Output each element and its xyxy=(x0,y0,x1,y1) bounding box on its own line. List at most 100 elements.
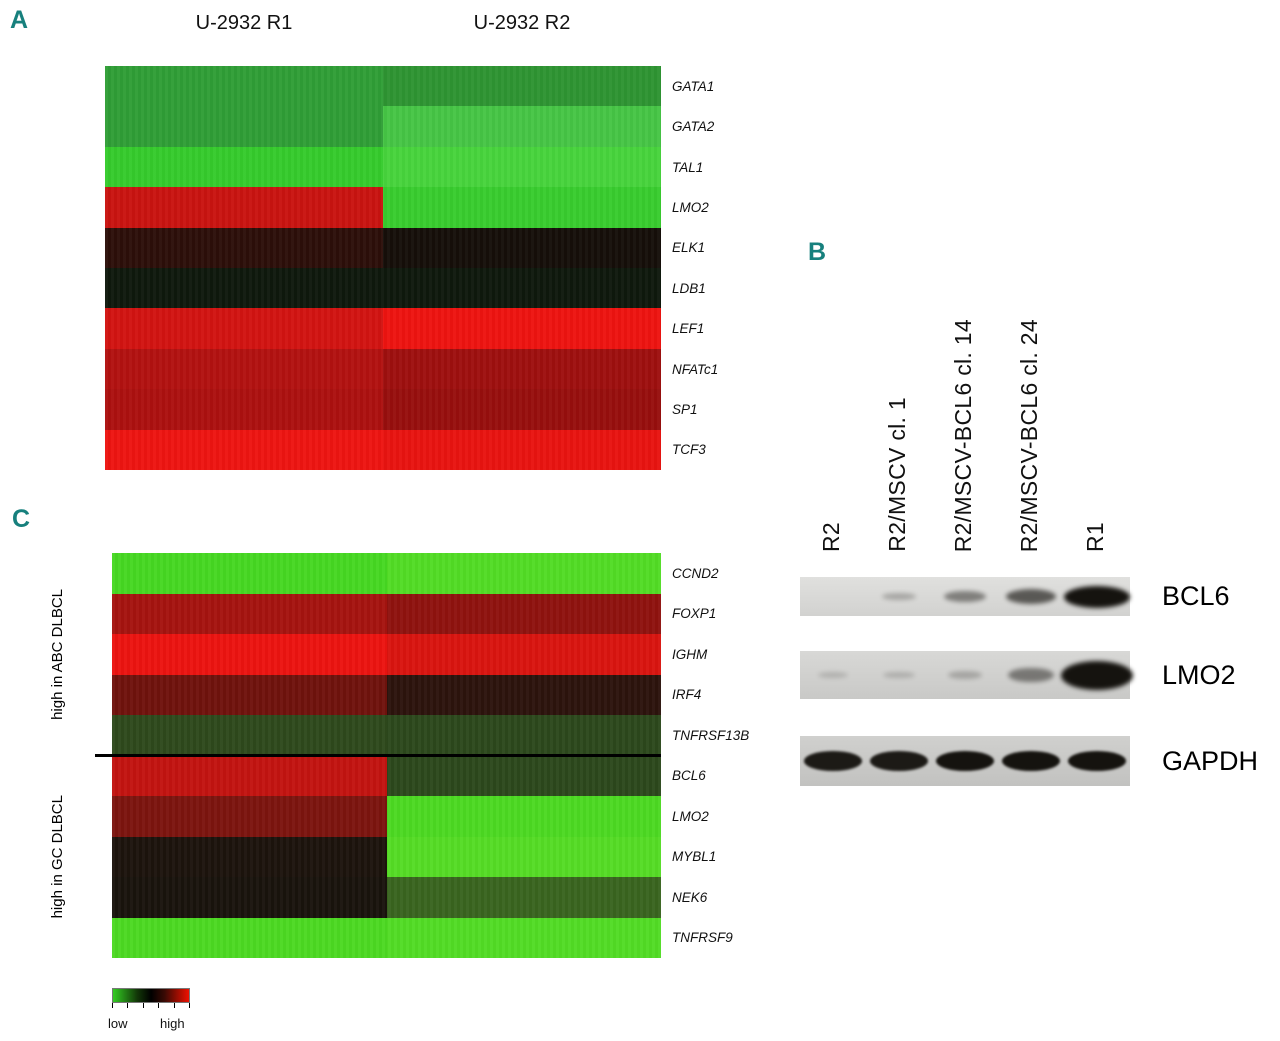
blot-band-GAPDH-lane4 xyxy=(1002,751,1060,771)
legend-tick xyxy=(142,1003,144,1008)
heatmap-row-CCND2 xyxy=(112,553,661,594)
heatmap-cell-GATA1-U-2932 R1 xyxy=(105,66,383,107)
lane-column-4: R2/MSCV-BCL6 cl. 24 xyxy=(996,225,1062,552)
lane-column-5: R1 xyxy=(1062,225,1128,552)
lane-column-3: R2/MSCV-BCL6 cl. 14 xyxy=(930,225,996,552)
heatmap-cell-BCL6-U-2932 R1 xyxy=(112,755,387,796)
gene-labels-panel-a: GATA1 GATA2 TAL1 LMO2 ELK1 LDB1 LEF1 NFATc1 SP1 T… xyxy=(672,66,802,470)
gene-label-IRF4: IRF4 xyxy=(672,687,702,703)
lane-label-1: R2 xyxy=(817,521,844,552)
heatmap-cell-SP1-U-2932 R1 xyxy=(105,389,383,430)
lane-label-2: R2/MSCV cl. 1 xyxy=(883,397,910,552)
group-label-gc-box: high in GC DLBCL xyxy=(44,756,70,958)
heatmap-row-GATA1 xyxy=(105,66,661,107)
heatmap-cell-TNFRSF9-U-2932 R2 xyxy=(386,917,661,958)
heatmap-cell-GATA2-U-2932 R2 xyxy=(383,106,661,147)
gene-label-LDB1: LDB1 xyxy=(672,280,706,296)
heatmap-row-LMO2 xyxy=(105,187,661,228)
gene-label-TCF3: TCF3 xyxy=(672,442,706,458)
gene-label-GATA1: GATA1 xyxy=(672,78,715,94)
protein-label-gapdh: GAPDH xyxy=(1162,745,1259,776)
heatmap-cell-IGHM-U-2932 R2 xyxy=(386,634,661,675)
heatmap-row-LEF1 xyxy=(105,308,661,349)
protein-label-lmo2: LMO2 xyxy=(1162,659,1236,690)
gene-labels-panel-c: CCND2 FOXP1 IGHM IRF4 TNFRSF13B BCL6 LMO2 MYBL1… xyxy=(672,553,802,958)
blot-band-GAPDH-lane5 xyxy=(1068,751,1126,771)
heatmap-cell-BCL6-U-2932 R2 xyxy=(386,755,661,796)
heatmap-row-MYBL1 xyxy=(112,836,661,877)
heatmap-cell-IRF4-U-2932 R1 xyxy=(112,674,387,715)
group-label-abc-box: high in ABC DLBCL xyxy=(44,553,70,756)
blot-band-LMO2-lane2 xyxy=(883,671,915,679)
heatmap-cell-TAL1-U-2932 R2 xyxy=(383,146,661,188)
heatmap-cell-MYBL1-U-2932 R2 xyxy=(386,836,661,877)
gene-label-CCND2: CCND2 xyxy=(672,565,719,581)
heatmap-cell-SP1-U-2932 R2 xyxy=(383,389,661,430)
heatmap-row-FOXP1 xyxy=(112,593,661,634)
heatmap-cell-TCF3-U-2932 R1 xyxy=(105,429,383,471)
heatmap-cell-LMO2-U-2932 R1 xyxy=(105,187,383,228)
blot-band-BCL6-lane5 xyxy=(1064,585,1130,608)
heatmap-cell-CCND2-U-2932 R2 xyxy=(386,553,661,594)
gene-label-SP1: SP1 xyxy=(672,401,698,417)
gene-label-TNFRSF13B: TNFRSF13B xyxy=(672,727,750,743)
heatmap-row-NFATc1 xyxy=(105,348,661,390)
gene-label-MYBL1: MYBL1 xyxy=(672,849,717,865)
heatmap-cell-GATA1-U-2932 R2 xyxy=(383,66,661,107)
heatmap-cell-CCND2-U-2932 R1 xyxy=(112,553,387,594)
legend-tick xyxy=(173,1003,175,1008)
heatmap-cell-LEF1-U-2932 R2 xyxy=(383,308,661,349)
panel-a-label: A xyxy=(10,6,29,34)
heatmap-row-LMO2 xyxy=(112,796,661,837)
heatmap-cell-LDB1-U-2932 R2 xyxy=(383,268,661,309)
heatmap-row-SP1 xyxy=(105,389,661,430)
gene-label-ELK1: ELK1 xyxy=(672,240,706,256)
gene-label-LEF1: LEF1 xyxy=(672,321,705,337)
gene-label-NFATc1: NFATc1 xyxy=(672,361,719,377)
gene-label-GATA2: GATA2 xyxy=(672,119,715,135)
gene-label-TNFRSF9: TNFRSF9 xyxy=(672,930,733,946)
blot-band-GAPDH-lane3 xyxy=(936,751,994,771)
heatmap-row-TNFRSF9 xyxy=(112,917,661,958)
legend-low-label: low xyxy=(108,1016,128,1031)
heatmap-cell-NFATc1-U-2932 R1 xyxy=(105,348,383,390)
heatmap-cell-TNFRSF13B-U-2932 R2 xyxy=(386,715,661,756)
column-header-r1: U-2932 R1 xyxy=(195,12,293,34)
legend-tick xyxy=(112,1003,113,1008)
gene-label-NEK6: NEK6 xyxy=(672,889,708,905)
heatmap-cell-NEK6-U-2932 R2 xyxy=(386,877,661,918)
heatmap-cell-IRF4-U-2932 R2 xyxy=(386,674,661,715)
color-scale-ticks xyxy=(112,1003,190,1008)
blot-band-BCL6-lane2 xyxy=(882,592,916,601)
heatmap-cell-GATA2-U-2932 R1 xyxy=(105,106,383,147)
heatmap-cell-TAL1-U-2932 R1 xyxy=(105,146,383,188)
group-label-abc: high in ABC DLBCL xyxy=(48,589,66,720)
heatmap-cell-NFATc1-U-2932 R2 xyxy=(383,348,661,390)
heatmap-row-IGHM xyxy=(112,634,661,675)
abc-gc-divider-line xyxy=(95,754,661,757)
heatmap-cell-LMO2-U-2932 R2 xyxy=(383,187,661,228)
blot-band-GAPDH-lane1 xyxy=(804,751,862,771)
panel-b-label: B xyxy=(808,238,827,266)
gene-label-TAL1: TAL1 xyxy=(672,159,704,175)
column-header-r2: U-2932 R2 xyxy=(473,12,571,34)
gene-label-FOXP1: FOXP1 xyxy=(672,606,717,622)
heatmap-panel-c xyxy=(112,553,661,958)
group-label-gc: high in GC DLBCL xyxy=(48,795,66,919)
panel-c-label: C xyxy=(12,505,31,533)
lane-label-4: R2/MSCV-BCL6 cl. 24 xyxy=(1015,318,1042,552)
heatmap-row-ELK1 xyxy=(105,227,661,269)
heatmap-cell-IGHM-U-2932 R1 xyxy=(112,634,387,675)
gene-label-BCL6: BCL6 xyxy=(672,768,706,784)
gene-label-LMO2: LMO2 xyxy=(672,199,709,215)
heatmap-row-GATA2 xyxy=(105,106,661,147)
legend-high-label: high xyxy=(160,1016,185,1031)
heatmap-row-TCF3 xyxy=(105,429,661,471)
heatmap-panel-a xyxy=(105,66,661,471)
color-scale-gradient xyxy=(112,988,190,1003)
legend-tick xyxy=(188,1003,190,1008)
legend-tick xyxy=(127,1003,129,1008)
lane-label-3: R2/MSCV-BCL6 cl. 14 xyxy=(949,318,976,552)
lane-column-2: R2/MSCV cl. 1 xyxy=(864,225,930,552)
heatmap-cell-LMO2-U-2932 R1 xyxy=(112,796,387,837)
